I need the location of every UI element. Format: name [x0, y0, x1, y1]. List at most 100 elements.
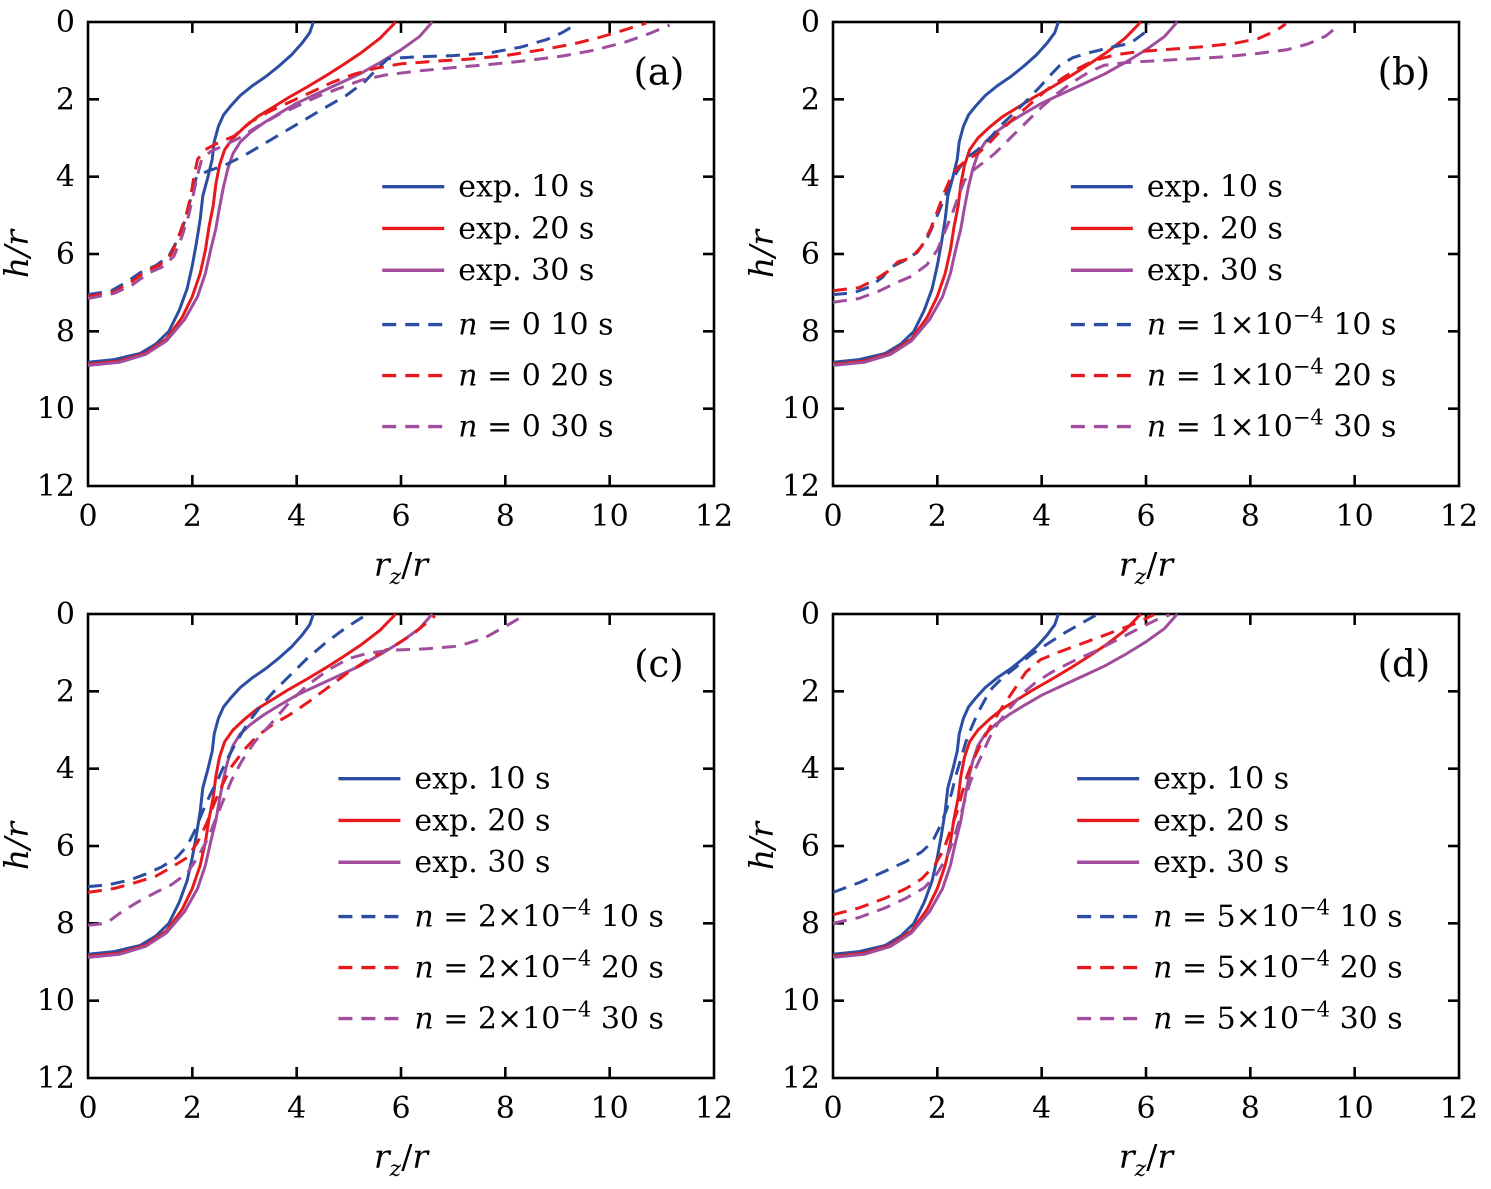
curve-exp20 [87, 612, 397, 958]
y-axis-label: h/r [0, 820, 36, 870]
y-tick-label: 2 [56, 82, 75, 117]
curve-exp10 [87, 613, 315, 956]
curve-sim20 [87, 21, 647, 298]
panel-tag: (b) [1378, 51, 1431, 94]
curve-exp10 [87, 21, 315, 364]
legend-label-exp30: exp. 30 s [458, 253, 594, 288]
curve-sim20 [832, 613, 1155, 917]
legend-label-exp10: exp. 10 s [1147, 170, 1283, 205]
x-tick-label: 0 [78, 1091, 97, 1126]
y-tick-label: 10 [782, 984, 820, 1019]
legend-label-sim30: n = 2×10−4 30 s [414, 998, 664, 1037]
legend-label-exp20: exp. 20 s [1153, 803, 1289, 838]
y-tick-label: 8 [56, 906, 75, 941]
y-tick-label: 6 [56, 829, 75, 864]
legend-label-sim10: n = 2×10−4 10 s [414, 896, 664, 935]
curve-sim30 [87, 614, 525, 927]
x-tick-label: 0 [823, 499, 842, 534]
panel-tag: (a) [633, 51, 684, 94]
x-axis-label: rz/r [1119, 545, 1176, 590]
y-tick-label: 12 [782, 1061, 820, 1096]
x-tick-label: 6 [1136, 499, 1155, 534]
legend: exp. 10 s exp. 20 s exp. 30 s n = 1×10−4 10… [1070, 170, 1397, 445]
x-tick-label: 6 [391, 1091, 410, 1126]
legend-label-exp10: exp. 10 s [414, 762, 550, 797]
legend: exp. 10 s exp. 20 s exp. 30 s n = 5×10−4 10… [1077, 762, 1403, 1037]
curve-exp30 [87, 613, 434, 959]
x-tick-label: 12 [1440, 1091, 1478, 1126]
curve-exp10 [832, 613, 1060, 956]
y-axis-label: h/r [0, 228, 36, 278]
x-axis-label: rz/r [374, 545, 431, 590]
curve-sim30 [832, 24, 1339, 304]
legend-label-exp10: exp. 10 s [1153, 762, 1289, 797]
curve-exp30 [87, 21, 434, 367]
curve-sim10 [87, 614, 366, 889]
y-tick-label: 2 [801, 82, 820, 117]
panel-a: 0 2 4 6 8 10 12 0 2 4 6 8 10 12 rz/r h/r (a) exp. 10 s exp… [0, 0, 745, 592]
curve-sim10 [87, 24, 574, 297]
legend-label-sim30: n = 0 30 s [458, 410, 613, 445]
y-tick-label: 12 [37, 1061, 75, 1096]
x-tick-label: 12 [1440, 499, 1478, 534]
y-tick-label: 2 [56, 674, 75, 709]
panel-d: 0 2 4 6 8 10 12 0 2 4 6 8 10 12 rz/r h/r (d) exp. 10 s exp… [742, 592, 1491, 1185]
curve-sim10 [832, 613, 1098, 894]
curve-sim10 [832, 23, 1150, 297]
x-tick-label: 10 [591, 499, 629, 534]
legend-label-sim10: n = 1×10−4 10 s [1147, 304, 1397, 343]
legend: exp. 10 s exp. 20 s exp. 30 s n = 0 10 s n =… [382, 170, 613, 445]
legend-label-sim30: n = 5×10−4 30 s [1153, 998, 1403, 1037]
y-tick-label: 12 [37, 469, 75, 504]
x-tick-label: 8 [1241, 499, 1260, 534]
legend-label-sim20: n = 2×10−4 20 s [414, 947, 664, 986]
y-tick-label: 0 [801, 5, 820, 40]
x-tick-label: 12 [695, 499, 733, 534]
legend-label-sim20: n = 5×10−4 20 s [1153, 947, 1403, 986]
legend-label-exp30: exp. 30 s [1153, 845, 1289, 880]
axes-box [86, 20, 716, 488]
y-tick-label: 6 [801, 829, 820, 864]
curve-exp20 [832, 612, 1142, 958]
x-tick-label: 2 [928, 499, 947, 534]
panel-b: 0 2 4 6 8 10 12 0 2 4 6 8 10 12 rz/r h/r (b) exp. 10 s exp… [742, 0, 1491, 592]
y-tick-label: 4 [801, 752, 820, 787]
x-axis-label: rz/r [374, 1137, 431, 1182]
legend-label-exp30: exp. 30 s [414, 845, 550, 880]
y-tick-label: 10 [782, 392, 820, 427]
y-tick-label: 8 [801, 906, 820, 941]
legend-label-sim20: n = 1×10−4 20 s [1147, 355, 1397, 394]
y-tick-label: 4 [56, 752, 75, 787]
y-tick-label: 8 [56, 314, 75, 349]
x-tick-label: 2 [928, 1091, 947, 1126]
legend-label-sim20: n = 0 20 s [458, 359, 613, 394]
y-tick-label: 0 [801, 597, 820, 632]
panel-tag: (c) [634, 643, 684, 686]
y-tick-label: 6 [56, 237, 75, 272]
y-tick-label: 2 [801, 674, 820, 709]
y-tick-label: 6 [801, 237, 820, 272]
legend-label-exp20: exp. 20 s [1147, 211, 1283, 246]
x-axis-label: rz/r [1119, 1137, 1176, 1182]
y-tick-label: 0 [56, 5, 75, 40]
panel-c: 0 2 4 6 8 10 12 0 2 4 6 8 10 12 rz/r h/r (c) exp. 10 s exp… [0, 592, 745, 1185]
y-tick-label: 10 [37, 984, 75, 1019]
x-tick-label: 4 [1032, 1091, 1051, 1126]
x-tick-label: 8 [1241, 1091, 1260, 1126]
x-tick-label: 8 [496, 499, 515, 534]
legend: exp. 10 s exp. 20 s exp. 30 s n = 2×10−4 10… [338, 762, 664, 1037]
x-tick-label: 0 [823, 1091, 842, 1126]
legend-label-sim10: n = 5×10−4 10 s [1153, 896, 1403, 935]
y-tick-label: 4 [801, 160, 820, 195]
y-tick-label: 10 [37, 392, 75, 427]
y-tick-label: 0 [56, 597, 75, 632]
x-tick-label: 2 [183, 1091, 202, 1126]
legend-label-sim10: n = 0 10 s [458, 308, 613, 343]
x-tick-label: 2 [183, 499, 202, 534]
curve-sim30 [832, 613, 1171, 925]
x-tick-label: 8 [496, 1091, 515, 1126]
